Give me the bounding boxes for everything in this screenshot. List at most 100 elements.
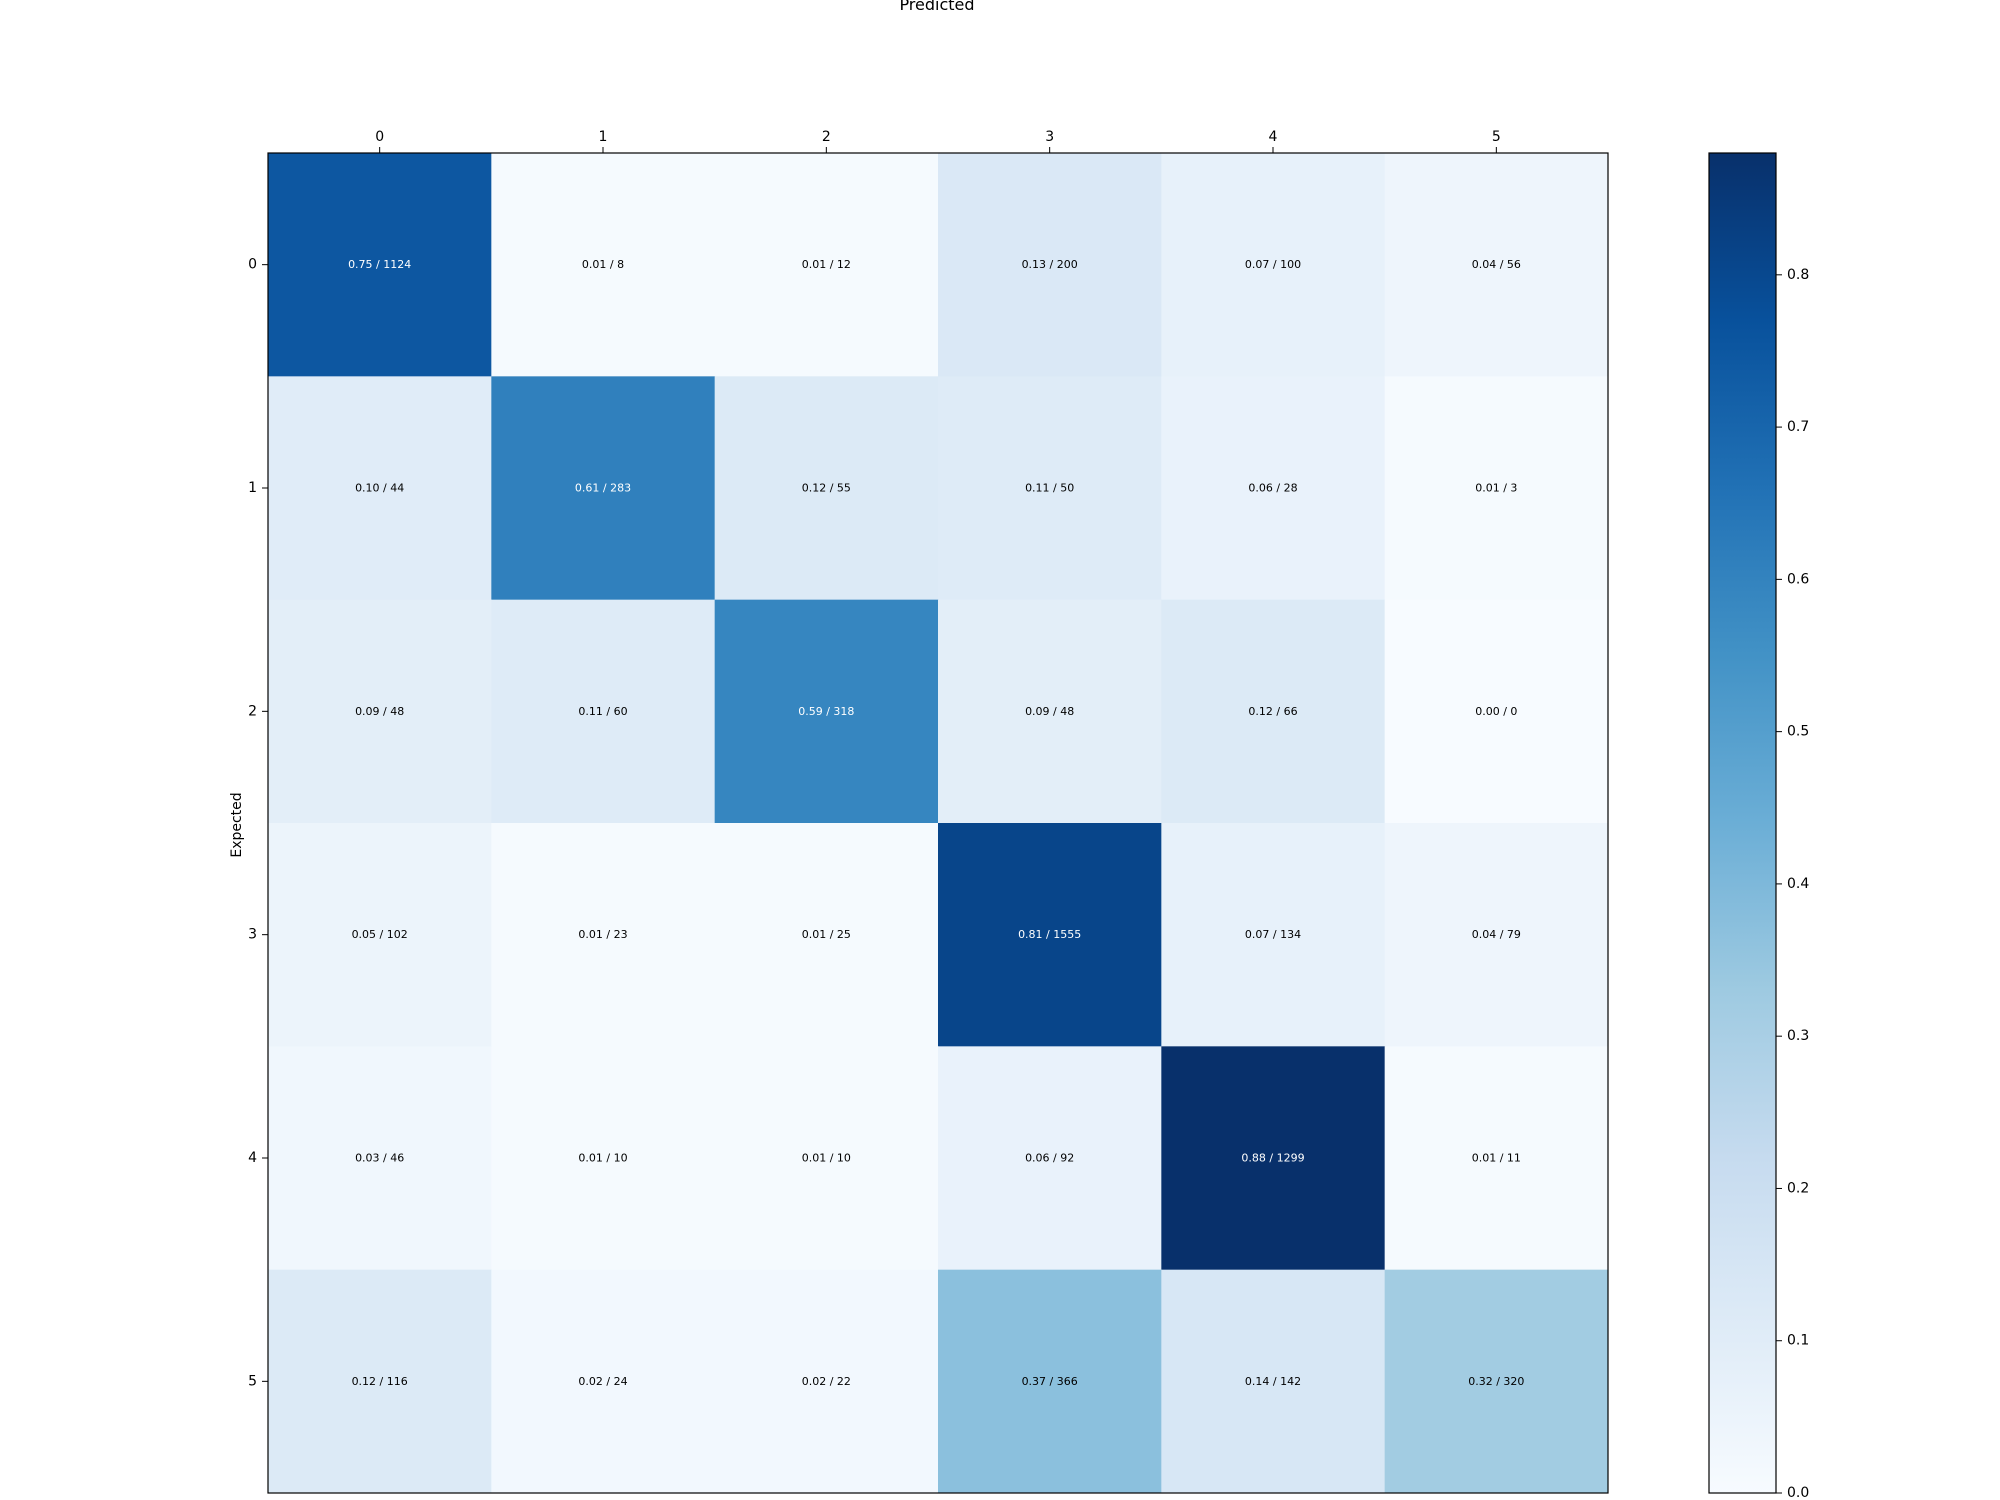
colorbar-tick-label: 0.4 [1787, 876, 1809, 892]
x-tick-label: 5 [1492, 129, 1501, 145]
y-axis-ticks: 0 1 2 3 4 5 [248, 257, 268, 1389]
heatmap-cell [938, 1269, 1162, 1494]
heatmap-cell [491, 823, 716, 1047]
cell-label: 0.04 / 56 [1472, 258, 1521, 271]
colorbar-tick-label: 0.2 [1787, 1180, 1809, 1196]
cell-label: 0.01 / 25 [802, 928, 851, 941]
heatmap-cell [938, 153, 1162, 377]
y-tick-label: 1 [248, 480, 257, 496]
cell-label: 0.81 / 1555 [1018, 928, 1081, 941]
heatmap-cell [1161, 599, 1386, 824]
heatmap-cell [714, 153, 939, 377]
colorbar-tick-label: 0.0 [1787, 1485, 1809, 1500]
heatmap-cell [1384, 153, 1609, 377]
cell-label: 0.32 / 320 [1468, 1375, 1524, 1388]
heatmap-cell [1161, 153, 1386, 377]
cell-label: 0.01 / 12 [802, 258, 851, 271]
cell-label: 0.07 / 100 [1245, 258, 1301, 271]
y-axis-label: Expected [229, 792, 245, 857]
colorbar-tick-label: 0.5 [1787, 724, 1809, 740]
colorbar-tick-label: 0.6 [1787, 571, 1809, 587]
cell-label: 0.05 / 102 [352, 928, 408, 941]
cell-label: 0.59 / 318 [798, 705, 854, 718]
heatmap-cell [714, 599, 939, 824]
cell-label: 0.61 / 283 [575, 482, 631, 495]
heatmap-cell [1384, 1269, 1609, 1494]
heatmap-cells [268, 153, 1609, 1494]
heatmap-cell [938, 376, 1162, 601]
heatmap-cell [491, 1046, 716, 1271]
y-tick-label: 0 [248, 257, 257, 273]
x-tick-label: 2 [822, 129, 831, 145]
heatmap-cell [1161, 823, 1386, 1047]
colorbar [1708, 152, 1777, 1494]
heatmap-cell [1384, 823, 1609, 1047]
heatmap-cell [268, 1046, 492, 1271]
cell-label: 0.11 / 50 [1025, 482, 1074, 495]
heatmap-cell [1384, 376, 1609, 601]
heatmap-cell [714, 1269, 939, 1494]
cell-label: 0.06 / 28 [1248, 482, 1297, 495]
cell-label: 0.04 / 79 [1472, 928, 1521, 941]
cell-label: 0.88 / 1299 [1241, 1152, 1304, 1165]
heatmap-cell [268, 1269, 492, 1494]
colorbar-tick-label: 0.7 [1787, 419, 1809, 435]
x-tick-label: 4 [1269, 129, 1278, 145]
cell-label: 0.12 / 55 [802, 482, 851, 495]
heatmap-cell [491, 1269, 716, 1494]
heatmap-cell [491, 376, 716, 601]
heatmap-cell [714, 376, 939, 601]
x-axis-ticks: 0 1 2 3 4 5 [375, 129, 1501, 153]
heatmap-cell-labels: 0.75 / 1124 0.01 / 8 0.01 / 12 0.13 / 200 0.… [348, 258, 1524, 1388]
heatmap-cell [268, 599, 492, 824]
cell-label: 0.00 / 0 [1475, 705, 1517, 718]
heatmap-cell [714, 823, 939, 1047]
heatmap-cell [1161, 1269, 1386, 1494]
cell-label: 0.02 / 24 [578, 1375, 627, 1388]
cell-label: 0.02 / 22 [802, 1375, 851, 1388]
heatmap-cell [268, 823, 492, 1047]
cell-label: 0.10 / 44 [355, 482, 404, 495]
colorbar-tick-label: 0.8 [1787, 267, 1809, 283]
heatmap-cell [491, 153, 716, 377]
cell-label: 0.03 / 46 [355, 1152, 404, 1165]
x-tick-label: 1 [599, 129, 608, 145]
cell-label: 0.13 / 200 [1022, 258, 1078, 271]
heatmap-cell [268, 376, 492, 601]
cell-label: 0.75 / 1124 [348, 258, 411, 271]
cell-label: 0.01 / 10 [802, 1152, 851, 1165]
heatmap-cell [491, 599, 716, 824]
colorbar-tick-label: 0.1 [1787, 1333, 1809, 1349]
cell-label: 0.11 / 60 [578, 705, 627, 718]
cell-label: 0.14 / 142 [1245, 1375, 1301, 1388]
colorbar-ticks: 0.0 0.1 0.2 0.3 0.4 0.5 0.6 0.7 0.8 [1776, 267, 1809, 1500]
heatmap-cell [1384, 1046, 1609, 1271]
cell-label: 0.09 / 48 [355, 705, 404, 718]
y-tick-label: 2 [248, 703, 257, 719]
x-tick-label: 0 [375, 129, 384, 145]
cell-label: 0.01 / 8 [582, 258, 624, 271]
heatmap-cell [938, 1046, 1162, 1271]
y-tick-label: 3 [248, 927, 257, 943]
heatmap-cell [938, 823, 1162, 1047]
x-tick-label: 3 [1045, 129, 1054, 145]
heatmap-cell [1384, 599, 1609, 824]
heatmap-cell [1161, 1046, 1386, 1271]
y-tick-label: 4 [248, 1150, 257, 1166]
cell-label: 0.01 / 3 [1475, 482, 1517, 495]
plot-frame [267, 152, 1609, 1494]
cell-label: 0.07 / 134 [1245, 928, 1301, 941]
heatmap-cell [1161, 376, 1386, 601]
cell-label: 0.12 / 66 [1248, 705, 1297, 718]
cell-label: 0.12 / 116 [352, 1375, 408, 1388]
cell-label: 0.01 / 23 [578, 928, 627, 941]
heatmap-cell [268, 153, 492, 377]
y-tick-label: 5 [248, 1373, 257, 1389]
heatmap-cell [714, 1046, 939, 1271]
heatmap-cell [938, 599, 1162, 824]
cell-label: 0.01 / 10 [578, 1152, 627, 1165]
colorbar-tick-label: 0.3 [1787, 1028, 1809, 1044]
cell-label: 0.37 / 366 [1022, 1375, 1078, 1388]
chart-title: Predicted [899, 0, 974, 14]
